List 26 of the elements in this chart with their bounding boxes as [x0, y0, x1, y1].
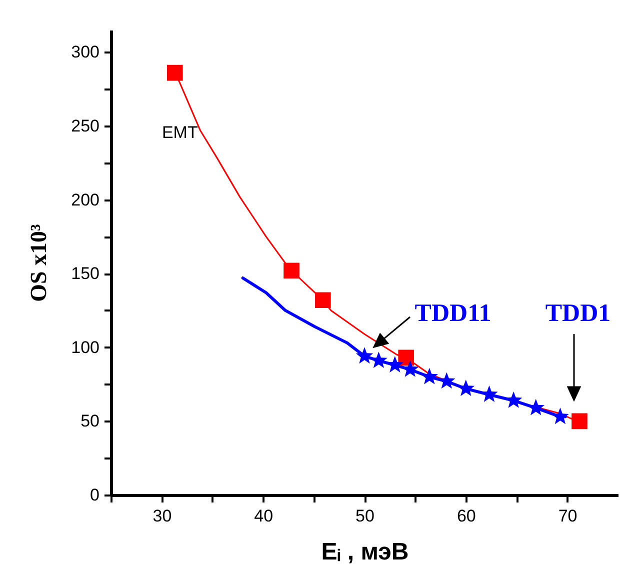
point [315, 292, 331, 308]
point [552, 408, 569, 424]
y-tick-label: 50 [80, 412, 100, 431]
x-tick-label: 40 [254, 506, 274, 526]
y-tick-label: 100 [71, 338, 100, 357]
y-tick-label: 200 [71, 190, 100, 210]
y-tick-label: 250 [71, 116, 100, 136]
y-tick-label: 300 [71, 42, 100, 62]
x-tick-label: 70 [558, 506, 578, 526]
y-axis-title: OS x10³ [26, 224, 52, 302]
point [356, 347, 374, 364]
point [420, 368, 438, 384]
y-tick-label: 0 [90, 486, 100, 504]
x-tick-label: 30 [152, 506, 172, 526]
point [572, 413, 588, 430]
annotation: TDD1 [545, 300, 611, 327]
series-label: EMT [162, 122, 198, 142]
point [398, 350, 414, 366]
point [457, 380, 475, 396]
y-tick-label: 150 [71, 264, 100, 284]
x-axis-title: Eᵢ , мэВ [321, 538, 409, 566]
x-tick-label: 60 [456, 506, 476, 526]
point [166, 64, 183, 81]
x-tick-label: 50 [356, 506, 374, 526]
point [284, 262, 300, 279]
annotation: TDD11 [414, 300, 492, 327]
